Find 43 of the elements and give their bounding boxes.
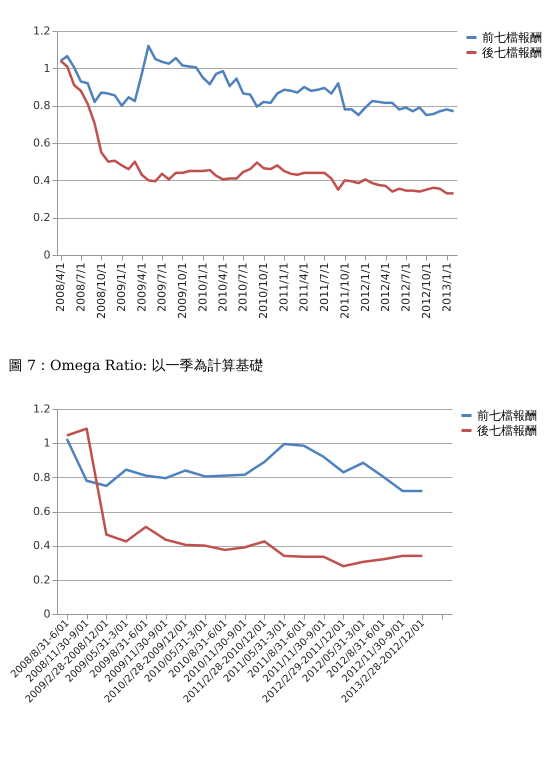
y-tick-label: 0 bbox=[44, 248, 50, 262]
x-tick-label: 2008/4/1 bbox=[54, 262, 68, 312]
y-tick-label: 0.6 bbox=[33, 136, 50, 150]
y-tick-label: 0.4 bbox=[33, 539, 50, 552]
y-tick-label: 0.8 bbox=[33, 470, 50, 484]
y-tick-label: 0.4 bbox=[33, 174, 50, 187]
y-tick-label: 0.6 bbox=[33, 505, 50, 518]
x-tick-label: 2011/1/1 bbox=[278, 262, 291, 312]
y-tick-label: 1 bbox=[44, 62, 50, 75]
x-tick-label: 2011/7/1 bbox=[318, 262, 331, 312]
y-tick-label: 1.2 bbox=[33, 402, 50, 416]
line-series bbox=[59, 44, 455, 116]
x-tick-label: 2010/10/1 bbox=[257, 262, 270, 319]
x-tick-label: 2012/7/1 bbox=[399, 262, 412, 312]
line-series bbox=[59, 60, 455, 195]
x-tick-label: 2010/4/1 bbox=[216, 262, 230, 312]
chart-title: 圖 7：Omega Ratio: 以一季為計算基礎 bbox=[8, 358, 264, 374]
x-tick-label: 2008/7/1 bbox=[74, 262, 88, 312]
line-series bbox=[66, 427, 424, 568]
y-tick-label: 1.2 bbox=[33, 24, 50, 38]
x-tick-label: 2010/7/1 bbox=[236, 262, 250, 312]
legend-label: 後七檔報酬 bbox=[477, 424, 537, 438]
legend-label: 後七檔報酬 bbox=[482, 46, 542, 60]
x-tick-label: 2010/1/1 bbox=[196, 262, 210, 312]
x-tick-label: 2009/4/1 bbox=[135, 262, 148, 312]
x-tick-label: 2009/1/1 bbox=[115, 262, 128, 312]
x-tick-label: 2009/10/1 bbox=[176, 262, 189, 319]
x-tick-label: 2012/10/1 bbox=[420, 262, 433, 319]
line-series bbox=[66, 438, 424, 492]
x-tick-label: 2012/4/1 bbox=[379, 262, 392, 312]
x-tick-label: 2012/1/1 bbox=[358, 262, 372, 312]
y-tick-label: 0 bbox=[44, 608, 50, 620]
x-tick-label: 2009/7/1 bbox=[156, 262, 169, 312]
y-tick-label: 0.8 bbox=[33, 99, 50, 112]
y-tick-label: 1 bbox=[44, 436, 50, 450]
x-tick-label: 2008/10/1 bbox=[94, 262, 108, 319]
x-tick-label: 2013/1/1 bbox=[440, 262, 454, 312]
legend-label: 前七檔報酬 bbox=[477, 408, 537, 422]
x-tick-label: 2011/10/1 bbox=[338, 262, 352, 319]
y-tick-label: 0.2 bbox=[33, 573, 50, 586]
y-tick-label: 0.2 bbox=[33, 211, 50, 224]
legend-label: 前七檔報酬 bbox=[482, 30, 542, 44]
x-tick-label: 2011/4/1 bbox=[298, 262, 311, 312]
